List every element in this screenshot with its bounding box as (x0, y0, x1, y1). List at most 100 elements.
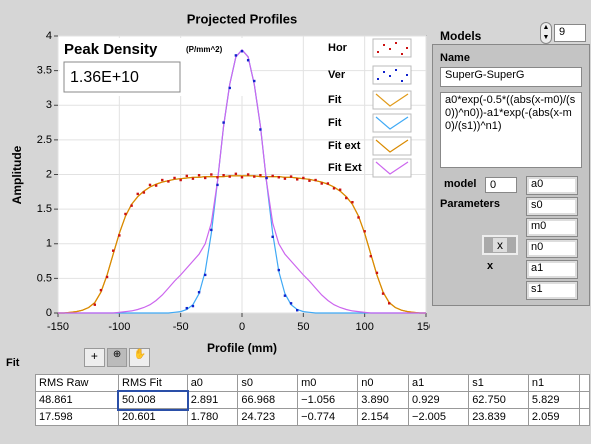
fit-table: RMS Raw RMS Fit a0 s0 m0 n0 a1 s1 n1 48.861 50.008… (34, 374, 591, 426)
data-point (240, 50, 244, 53)
header-cell: RMS Fit (118, 374, 188, 392)
data-point (161, 178, 164, 182)
data-point (173, 176, 176, 180)
parameter[interactable]: a1 (526, 260, 578, 279)
data-point (345, 196, 348, 200)
legend-swatch-dot (389, 48, 391, 50)
data-point (369, 255, 372, 258)
data-point (277, 268, 280, 272)
table-cell[interactable]: −0.774 (297, 408, 359, 426)
model-formula: a0*exp(-0.5*((abs(x-m0)/(s0))^n0))-a1*ex… (440, 92, 582, 168)
table-cell[interactable]: 48.861 (34, 391, 120, 409)
legend-swatch-dot (389, 75, 391, 77)
data-point (216, 176, 219, 179)
data-point (283, 177, 287, 180)
data-point (99, 288, 103, 292)
data-point (124, 212, 127, 216)
legend-swatch-dot (401, 53, 403, 55)
table-cell[interactable]: 66.968 (237, 391, 299, 409)
x-axis-label: Profile (mm) (207, 341, 277, 355)
table-cell[interactable]: 24.723 (237, 408, 299, 426)
header-cell: n0 (357, 374, 410, 392)
data-point (277, 176, 280, 179)
parameter[interactable]: m0 (526, 218, 578, 237)
table-cell[interactable]: 3.890 (357, 391, 410, 409)
legend-swatch-dot (377, 51, 379, 53)
table-cell[interactable]: 50.008 (116, 389, 190, 411)
table-cell[interactable]: 20.601 (118, 408, 188, 426)
fit-line (58, 175, 426, 314)
parameter[interactable]: a0 (526, 176, 578, 195)
table-cell[interactable]: −2.005 (408, 408, 470, 426)
data-point (234, 172, 238, 176)
legend-swatch-box (372, 158, 412, 178)
x-tick-label: -100 (108, 321, 130, 333)
legend-label: Fit (328, 117, 342, 129)
table-cell[interactable]: 2.891 (186, 391, 239, 409)
legend-label: Hor (328, 42, 348, 54)
data-point (222, 121, 225, 124)
cursor-tool[interactable]: + (84, 348, 105, 367)
peak-title: Peak Density (64, 41, 158, 58)
data-point (191, 177, 195, 180)
parameter[interactable]: s0 (526, 197, 578, 216)
data-point (179, 178, 182, 182)
table-cell[interactable]: 1.780 (186, 408, 239, 426)
data-point (246, 59, 250, 62)
data-point (222, 173, 225, 177)
table-cell[interactable]: 23.839 (468, 408, 529, 426)
legend-swatch-line (375, 161, 409, 175)
parameter[interactable]: n0 (526, 239, 578, 258)
data-point (253, 79, 256, 83)
parameter[interactable]: s1 (526, 281, 578, 300)
x-tick-label: 50 (297, 321, 309, 333)
data-point (381, 292, 385, 295)
empty-cell (578, 408, 591, 426)
table-cell[interactable]: 5.829 (527, 391, 580, 409)
data-point (142, 191, 146, 194)
pan-tool[interactable]: ✋ (129, 348, 151, 367)
legend-label: Fit (328, 94, 342, 106)
header-cell: a0 (186, 374, 239, 392)
chart-title: Projected Profiles (187, 11, 298, 26)
x-button[interactable]: x (482, 235, 518, 255)
table-cell[interactable]: 0.929 (408, 391, 470, 409)
data-point (191, 304, 195, 308)
data-point (302, 176, 305, 180)
header-cell: s0 (237, 374, 299, 392)
table-cell[interactable]: 17.598 (34, 408, 120, 426)
data-point (357, 216, 360, 219)
data-point (259, 173, 262, 177)
data-point (204, 273, 207, 277)
models-label: Models (440, 29, 482, 43)
name-label: Name (440, 52, 470, 64)
legend-swatch-dot (395, 69, 397, 71)
models-spinner[interactable]: ▲ ▼ (540, 22, 552, 44)
table-cell[interactable]: 2.059 (527, 408, 580, 426)
header-cell: m0 (297, 374, 359, 392)
data-point (204, 176, 207, 180)
table-cell[interactable]: −1.056 (297, 391, 359, 409)
parameters-label: Parameters (440, 198, 500, 210)
y-tick-label: 0.5 (37, 272, 52, 284)
table-cell[interactable]: 62.750 (468, 391, 529, 409)
models-count[interactable]: 9 (554, 24, 586, 42)
table-cell[interactable]: 2.154 (357, 408, 410, 426)
fit-line (58, 48, 426, 314)
legend-swatch-line (375, 116, 409, 130)
data-point (185, 174, 188, 178)
data-point (93, 303, 96, 306)
data-point (296, 309, 299, 312)
data-point (308, 179, 311, 182)
zoom-tool[interactable]: ⊕ (106, 348, 128, 367)
model-index[interactable]: 0 (485, 177, 517, 193)
data-point (320, 182, 323, 185)
data-point (253, 175, 256, 178)
legend-swatch-dot (383, 44, 385, 46)
y-tick-label: 1 (46, 238, 52, 250)
legend-label: Ver (328, 69, 346, 81)
model-name[interactable]: SuperG-SuperG (440, 67, 582, 87)
data-point (197, 291, 201, 294)
y-tick-label: 2 (46, 168, 52, 180)
peak-value: 1.36E+10 (70, 69, 139, 86)
